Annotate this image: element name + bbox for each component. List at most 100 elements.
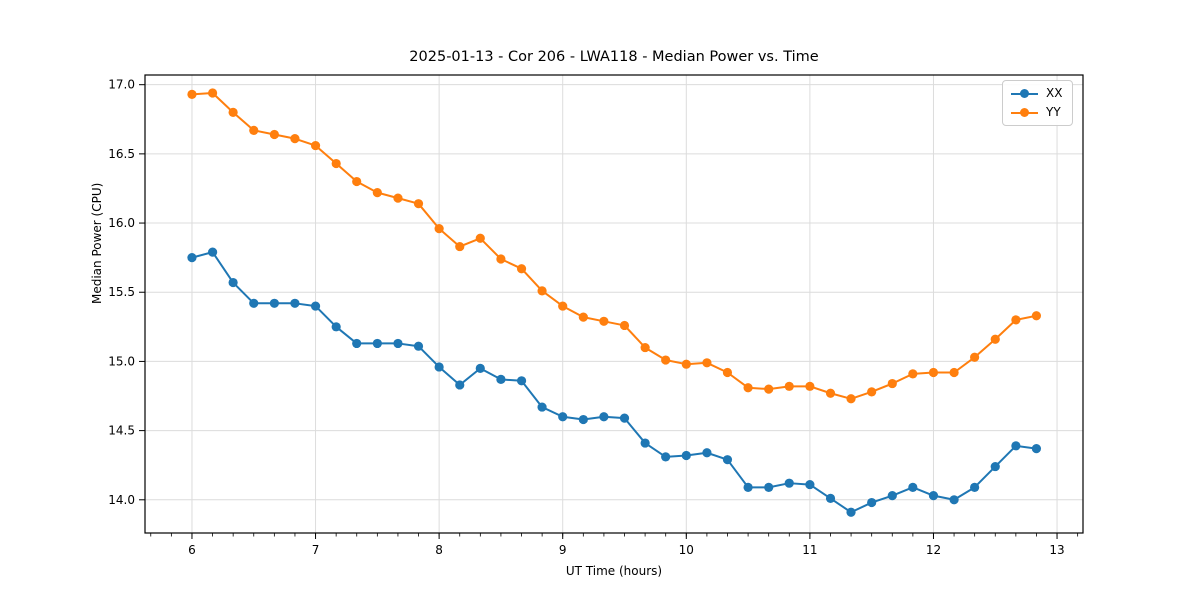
series-yy-marker	[722, 367, 733, 378]
series-yy-marker	[228, 107, 238, 117]
series-xx-marker	[434, 362, 444, 372]
series-yy-marker	[846, 394, 856, 404]
series-xx-marker	[970, 482, 980, 492]
series-yy-marker	[764, 384, 774, 394]
series-yy-marker	[475, 233, 485, 243]
series-xx-marker	[290, 298, 300, 308]
series-yy-marker	[310, 140, 321, 151]
series-yy-marker	[187, 89, 197, 99]
series-xx-marker	[867, 497, 877, 508]
series-yy-marker	[970, 352, 980, 362]
x-tick-label: 9	[559, 543, 567, 557]
series-xx-marker	[496, 374, 506, 385]
series-xx-marker	[908, 482, 918, 492]
series-yy-marker	[352, 176, 362, 187]
series-xx-marker	[949, 495, 959, 505]
series-yy-marker	[949, 367, 959, 378]
series-yy-marker	[496, 254, 506, 264]
series-xx-marker	[413, 341, 424, 351]
series-yy-line	[191, 91, 1037, 400]
series-yy-marker	[887, 378, 897, 389]
series-xx-marker	[310, 301, 321, 311]
series-xx-marker	[640, 438, 650, 448]
y-tick-label: 15.0	[108, 354, 135, 368]
series-yy-marker	[455, 241, 465, 252]
series-xx-marker	[455, 380, 465, 390]
series-xx-marker	[393, 338, 403, 349]
series-xx-marker	[599, 412, 609, 422]
series-xx-marker	[578, 414, 588, 425]
series-yy-marker	[331, 158, 341, 169]
series-yy-marker	[805, 381, 815, 391]
series-yy-marker	[867, 387, 877, 397]
series-yy-marker	[516, 264, 527, 274]
series-yy-marker	[1011, 315, 1021, 325]
series-yy-marker	[1031, 311, 1042, 321]
x-axis-label: UT Time (hours)	[565, 564, 663, 578]
series-yy-marker	[825, 388, 836, 398]
series-xx-marker	[537, 402, 547, 412]
series-yy-marker	[290, 134, 300, 144]
chart-title: 2025-01-13 - Cor 206 - LWA118 - Median P…	[409, 49, 819, 65]
x-tick-label: 7	[312, 543, 320, 557]
legend-marker-yy	[1011, 105, 1038, 120]
series-xx-marker	[331, 322, 341, 332]
series-xx-marker	[187, 253, 197, 263]
series-yy-marker	[619, 320, 630, 331]
series-yy-marker	[537, 286, 547, 296]
y-tick-label: 16.5	[108, 147, 135, 161]
y-tick-label: 17.0	[108, 78, 135, 92]
series-yy-marker	[661, 355, 671, 365]
x-tick-label: 8	[435, 543, 443, 557]
x-tick-label: 6	[188, 543, 196, 557]
series-yy-marker	[640, 342, 650, 353]
series-xx-marker	[928, 491, 939, 501]
series-xx-marker	[228, 277, 238, 288]
series-xx-marker	[846, 507, 856, 517]
series-xx-marker	[784, 478, 794, 488]
series-xx-marker	[887, 491, 897, 501]
series-xx-marker	[208, 247, 218, 257]
x-tick-label: 10	[679, 543, 694, 557]
series-xx-marker	[1031, 443, 1042, 454]
series-yy-marker	[413, 199, 424, 209]
legend: XX YY	[1002, 80, 1074, 126]
series-xx-marker	[558, 412, 568, 422]
series-yy-marker	[908, 369, 918, 379]
series-yy-marker	[558, 301, 568, 311]
x-tick-label: 11	[802, 543, 817, 557]
y-tick-label: 15.5	[108, 285, 135, 299]
series-xx-marker	[475, 363, 485, 373]
x-tick-label: 13	[1049, 543, 1064, 557]
y-tick-label: 16.0	[108, 216, 135, 230]
series-xx-marker	[661, 452, 671, 462]
series-xx-marker	[516, 376, 527, 386]
series-yy-marker	[743, 383, 753, 393]
series-xx-marker	[681, 450, 691, 461]
series-yy-marker	[208, 88, 218, 98]
series-xx-marker	[722, 455, 733, 465]
series-xx-marker	[805, 479, 815, 490]
series-xx-marker	[372, 338, 382, 349]
series-yy-marker	[599, 316, 609, 326]
legend-label-xx: XX	[1046, 86, 1063, 100]
series-yy-marker	[372, 188, 382, 198]
series-xx-marker	[764, 482, 774, 492]
series-xx-marker	[352, 338, 362, 349]
series-yy-marker	[784, 381, 794, 391]
series-yy-marker	[249, 125, 259, 135]
legend-item-xx: XX	[1011, 86, 1062, 101]
plot-border	[144, 74, 1084, 534]
series-yy-marker	[928, 367, 939, 378]
legend-label-yy: YY	[1046, 105, 1061, 119]
y-tick-label: 14.5	[108, 424, 135, 438]
y-tick-label: 14.0	[108, 493, 135, 507]
series-xx-marker	[269, 298, 279, 308]
legend-item-yy: YY	[1011, 105, 1062, 120]
series-yy-marker	[990, 334, 1000, 344]
series-xx-marker	[825, 493, 836, 504]
series-xx-marker	[1011, 441, 1021, 451]
series-xx-line	[191, 251, 1037, 514]
